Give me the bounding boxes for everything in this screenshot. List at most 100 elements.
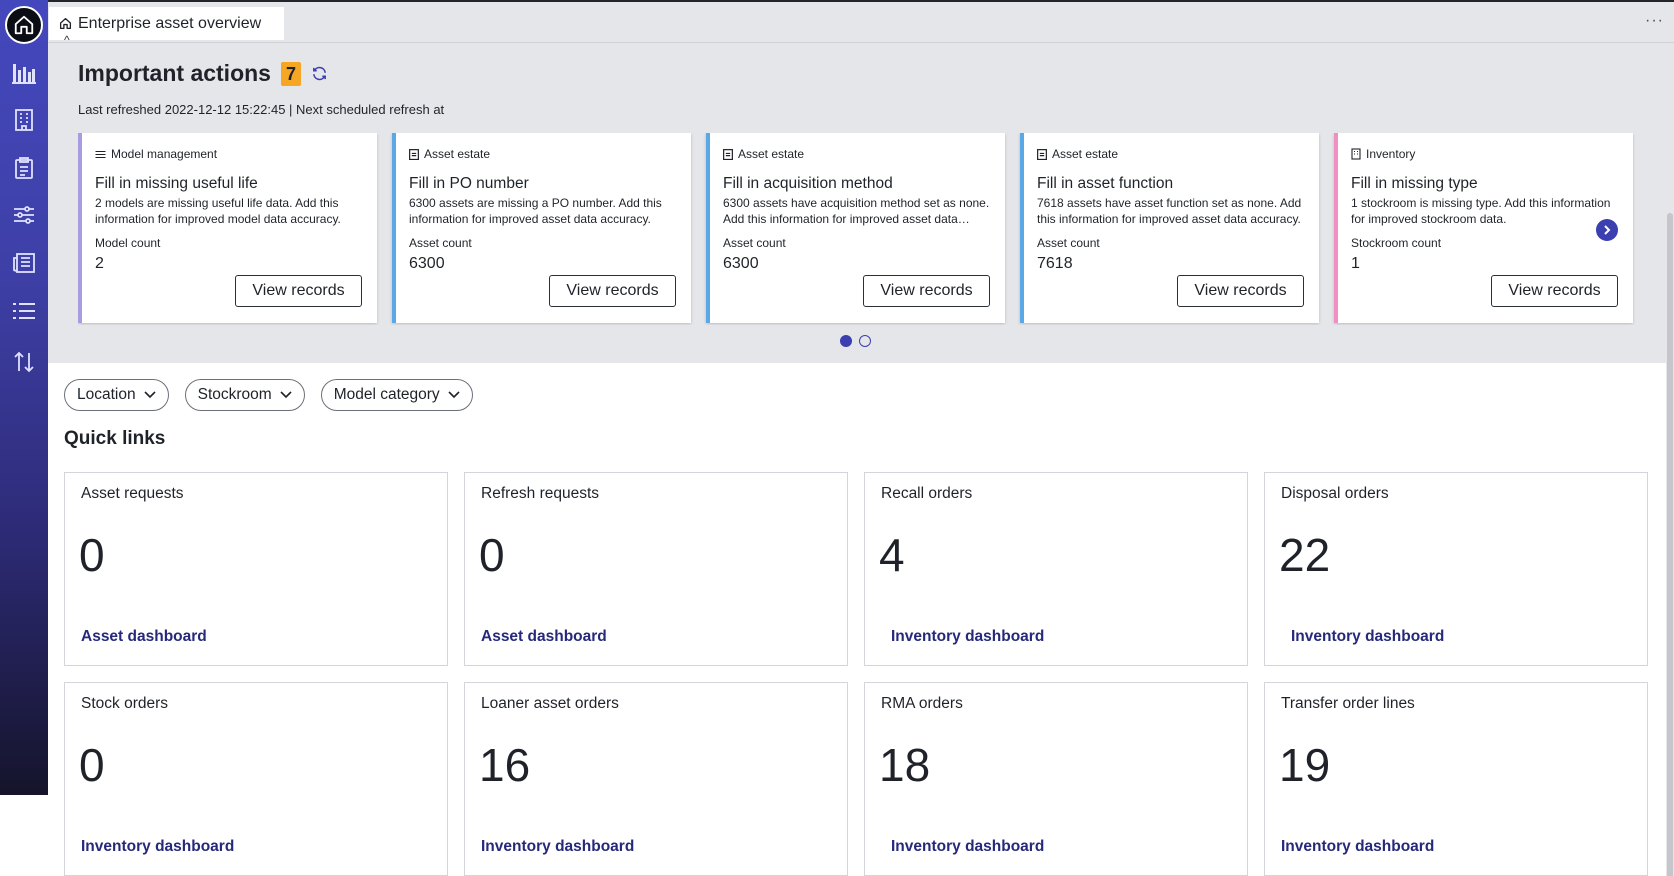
quick-link-dashboard[interactable]: Inventory dashboard [891,838,1045,855]
card-title: Fill in missing type [1351,175,1478,192]
clipboard-small-icon [1037,149,1047,160]
action-card-acquisition-method: Asset estate Fill in acquisition method … [706,133,1005,323]
more-options-icon[interactable]: ··· [1645,12,1664,29]
quick-link-dashboard[interactable]: Inventory dashboard [1291,628,1445,645]
quick-link-value: 19 [1279,739,1331,791]
card-description: 2 models are missing useful life data. A… [95,196,341,226]
card-metric-label: Asset count [409,236,472,250]
pagination-dot-1[interactable] [840,335,852,347]
carousel-next-icon[interactable] [1596,219,1618,241]
quick-link-label: Disposal orders [1281,485,1389,502]
quick-link-dashboard[interactable]: Inventory dashboard [81,838,235,855]
sidebar [0,0,48,795]
quick-link-card: Disposal orders 22 Inventory dashboard [1264,472,1648,666]
carousel-pagination [840,335,871,347]
section-title: Important actions [78,60,271,86]
action-card-missing-type: Inventory Fill in missing type 1 stockro… [1334,133,1633,323]
quick-link-label: Stock orders [81,695,169,712]
action-cards-carousel: Model management Fill in missing useful … [78,133,1635,325]
action-card-asset-function: Asset estate Fill in asset function 7618… [1020,133,1319,323]
view-records-button[interactable]: View records [549,275,676,307]
card-metric-value: 7618 [1037,255,1073,272]
card-title: Fill in asset function [1037,175,1174,192]
sort-arrows-icon[interactable] [11,349,37,375]
quick-link-card: Stock orders 0 Inventory dashboard [64,682,448,876]
card-description: 7618 assets have asset function set as n… [1037,196,1302,226]
card-metric-value: 6300 [409,255,445,272]
view-records-button[interactable]: View records [235,275,362,307]
quick-links-title: Quick links [64,428,166,449]
card-metric-label: Asset count [723,236,786,250]
quick-link-card: Refresh requests 0 Asset dashboard [464,472,848,666]
card-title: Fill in acquisition method [723,175,893,192]
building-icon[interactable] [11,107,37,133]
tab-title: Enterprise asset overview [78,14,262,32]
quick-link-value: 0 [79,529,105,581]
page-scrollbar[interactable] [1666,43,1674,876]
actions-count-badge: 7 [280,61,301,86]
quick-link-label: Loaner asset orders [481,695,619,712]
card-category: Inventory [1351,147,1415,161]
clipboard-icon[interactable] [11,155,37,181]
tab-enterprise-asset-overview[interactable]: Enterprise asset overview [49,7,284,40]
home-icon[interactable] [5,6,43,44]
card-metric-value: 1 [1351,255,1360,272]
card-metric-label: Model count [95,236,161,250]
quick-link-label: Recall orders [881,485,973,502]
quick-link-value: 0 [79,739,105,791]
clipboard-small-icon [723,149,733,160]
quick-link-dashboard[interactable]: Asset dashboard [481,628,607,645]
top-bar: Enterprise asset overview ··· [48,0,1674,43]
action-card-po-number: Asset estate Fill in PO number 6300 asse… [392,133,691,323]
quick-link-label: Refresh requests [481,485,600,502]
view-records-button[interactable]: View records [1491,275,1618,307]
card-description: 6300 assets have acquisition method set … [723,196,990,226]
quick-link-value: 22 [1279,529,1331,581]
quick-link-dashboard[interactable]: Inventory dashboard [481,838,635,855]
sliders-small-icon [95,150,106,158]
quick-link-dashboard[interactable]: Inventory dashboard [891,628,1045,645]
pagination-dot-2[interactable] [859,335,871,347]
card-category: Model management [95,147,217,161]
quick-link-value: 4 [879,529,905,581]
refresh-status: Last refreshed 2022-12-12 15:22:45 | Nex… [78,102,445,117]
quick-link-card: RMA orders 18 Inventory dashboard [864,682,1248,876]
home-small-icon [59,17,72,30]
stockroom-filter[interactable]: Stockroom [184,379,305,411]
quick-link-dashboard[interactable]: Inventory dashboard [1281,838,1435,855]
quick-link-value: 18 [879,739,931,791]
chevron-down-icon [448,391,460,399]
card-metric-value: 6300 [723,255,759,272]
quick-link-card: Transfer order lines 19 Inventory dashbo… [1264,682,1648,876]
card-category: Asset estate [409,147,490,161]
card-metric-value: 2 [95,255,104,272]
view-records-button[interactable]: View records [863,275,990,307]
card-title: Fill in missing useful life [95,175,258,192]
quick-link-card: Asset requests 0 Asset dashboard [64,472,448,666]
quick-link-card: Loaner asset orders 16 Inventory dashboa… [464,682,848,876]
action-card-missing-useful-life: Model management Fill in missing useful … [78,133,377,323]
model-category-filter[interactable]: Model category [320,379,473,411]
filter-bar: Location Stockroom Model category [64,379,473,411]
quick-link-label: Asset requests [81,485,184,502]
location-filter[interactable]: Location [64,379,169,411]
news-icon[interactable] [11,250,37,276]
collapse-caret-icon[interactable]: ^ [64,33,70,47]
refresh-icon[interactable] [311,65,328,82]
chevron-down-icon [280,391,292,399]
sliders-icon[interactable] [11,202,37,228]
quick-link-value: 16 [479,739,531,791]
important-actions-title: Important actions 7 [78,60,328,87]
quick-link-value: 0 [479,529,505,581]
list-icon[interactable] [11,298,37,324]
building-small-icon [1351,148,1361,160]
card-description: 6300 assets are missing a PO number. Add… [409,196,662,226]
card-category: Asset estate [723,147,804,161]
card-title: Fill in PO number [409,175,529,192]
bar-chart-icon[interactable] [11,60,37,86]
chevron-down-icon [144,391,156,399]
scrollbar-thumb[interactable] [1667,213,1673,876]
view-records-button[interactable]: View records [1177,275,1304,307]
quick-link-dashboard[interactable]: Asset dashboard [81,628,207,645]
card-description: 1 stockroom is missing type. Add this in… [1351,196,1611,226]
